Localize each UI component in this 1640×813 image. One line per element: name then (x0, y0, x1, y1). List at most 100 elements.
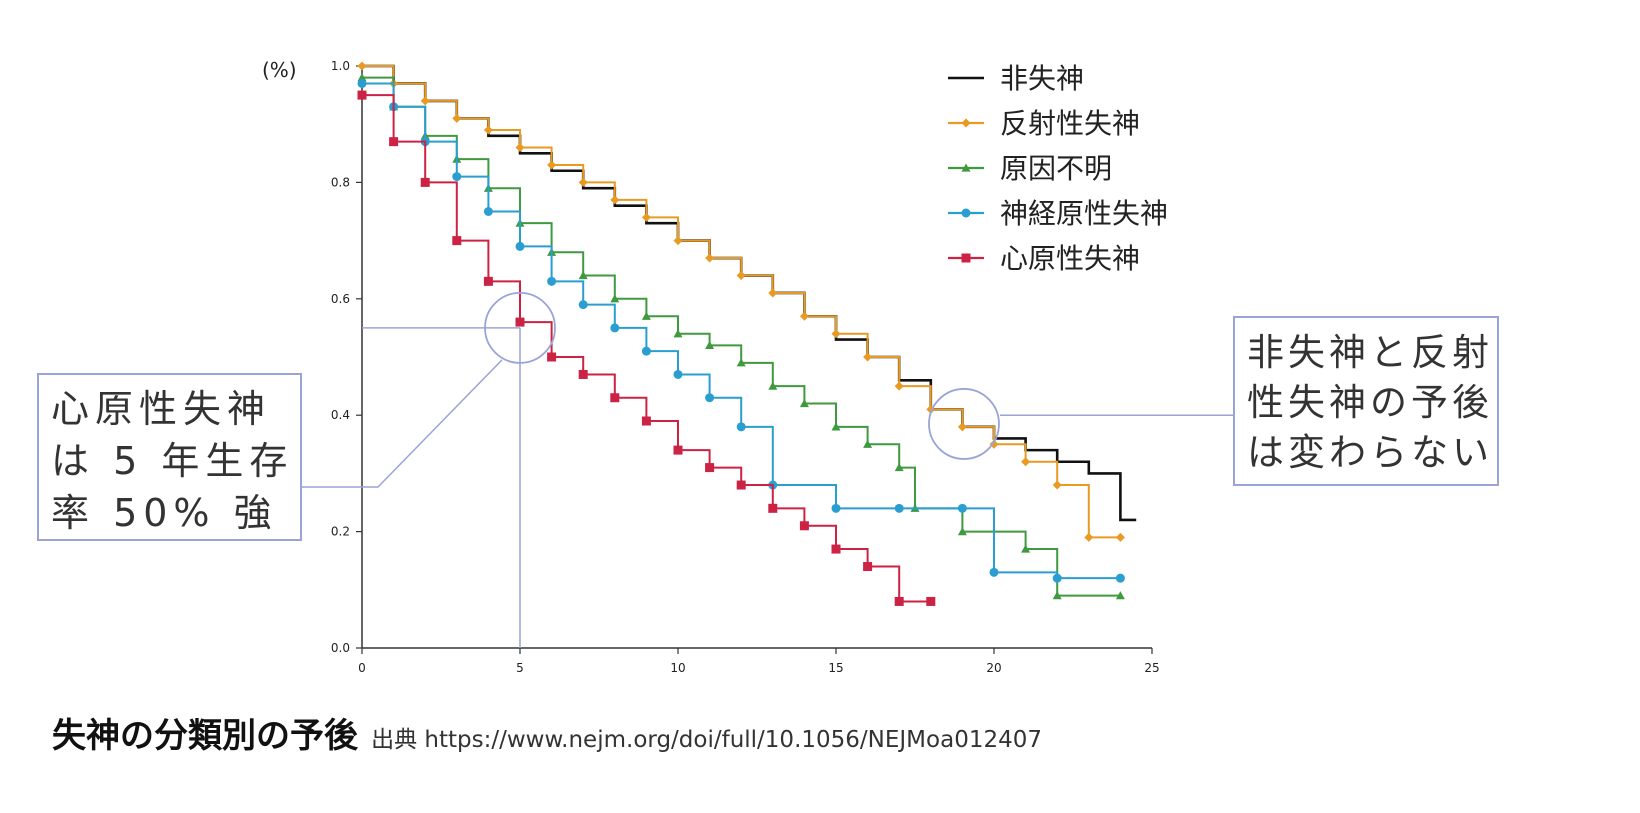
x-tick-label: 5 (516, 661, 524, 675)
y-axis-unit-label: (%) (262, 58, 297, 82)
data-point (641, 212, 651, 222)
data-point (578, 271, 588, 280)
legend-label: 神経原性失神 (1000, 197, 1168, 230)
data-point (768, 381, 778, 390)
x-tick-label: 15 (828, 661, 843, 675)
y-tick-label: 0.2 (331, 525, 350, 539)
data-point (578, 177, 588, 187)
data-point (831, 329, 841, 339)
source-label: 出典 (371, 727, 418, 753)
data-point (515, 317, 525, 327)
data-point (831, 544, 841, 554)
data-point (452, 236, 462, 246)
x-tick-label: 10 (670, 661, 685, 675)
data-point (863, 352, 873, 362)
chart-axes: 0.0 0.2 0.4 0.6 0.8 1.0 0 5 10 15 20 25 (331, 59, 1160, 675)
callout-left-leader (302, 359, 503, 488)
data-point (705, 463, 715, 473)
chart-source: 出典 https://www.nejm.org/doi/full/10.1056… (371, 727, 1042, 753)
legend-label: 原因不明 (1000, 152, 1112, 185)
data-point (768, 503, 778, 513)
callout-right-line-2: 性失神の予後 (1247, 381, 1493, 424)
legend-swatch-marker (961, 253, 971, 263)
legend-label: 反射性失神 (1000, 107, 1140, 140)
data-point (1021, 457, 1031, 467)
data-point (673, 329, 683, 338)
legend-label: 非失神 (1000, 62, 1084, 95)
y-tick-label: 0.4 (331, 408, 350, 422)
callout-prognosis-same: 非失神と反射 性失神の予後 は変わらない (1233, 316, 1499, 486)
data-point (957, 503, 967, 513)
data-point (357, 90, 367, 100)
data-point (610, 393, 620, 403)
callout-right-line-3: は変わらない (1247, 431, 1493, 474)
data-point (705, 340, 715, 349)
data-point (610, 195, 620, 205)
callout-left-line-2: は 5 年生存 (51, 439, 294, 483)
data-point (578, 369, 588, 379)
x-tick-label: 20 (986, 661, 1001, 675)
data-point (863, 439, 873, 448)
series-line (362, 94, 931, 603)
data-point (831, 422, 841, 431)
data-point (894, 463, 904, 472)
x-tick-label: 0 (358, 661, 366, 675)
series-line (362, 76, 1121, 597)
data-point (768, 288, 778, 298)
data-point (1115, 591, 1125, 600)
data-point (641, 346, 651, 356)
data-point (483, 207, 493, 216)
data-point (799, 399, 809, 408)
callout-left-line-1: 心原性失神 (51, 387, 272, 431)
highlight-circle-nonsyncope (928, 388, 1000, 460)
source-url[interactable]: https://www.nejm.org/doi/full/10.1056/NE… (424, 727, 1042, 753)
data-point (1052, 591, 1062, 600)
series-4 (357, 90, 936, 606)
data-point (1115, 532, 1125, 542)
y-tick-label: 0.6 (331, 292, 350, 306)
data-point (799, 311, 809, 321)
data-point (673, 236, 683, 246)
data-point (547, 276, 557, 286)
data-point (705, 393, 715, 403)
data-point (831, 503, 841, 513)
data-point (641, 416, 651, 426)
data-point (452, 172, 462, 182)
series-line (362, 82, 1121, 580)
data-point (863, 562, 873, 572)
data-point (483, 276, 493, 286)
callout-left-line-3: 率 50% 強 (51, 491, 278, 535)
legend-swatch-marker (961, 163, 971, 172)
data-point (705, 253, 715, 263)
data-point (420, 177, 430, 187)
legend-swatch-marker (961, 118, 971, 128)
y-tick-label: 0.0 (331, 641, 350, 655)
x-tick-label: 25 (1144, 661, 1159, 675)
data-point (357, 78, 367, 88)
data-point (799, 521, 809, 531)
data-point (610, 294, 620, 303)
callout-right-line-1: 非失神と反射 (1247, 331, 1493, 374)
data-point (1052, 480, 1062, 490)
highlight-circle-cardiac (484, 291, 556, 364)
data-point (673, 369, 683, 379)
data-point (926, 596, 936, 606)
data-point (578, 300, 588, 310)
data-point (673, 445, 683, 455)
y-tick-label: 0.8 (331, 175, 350, 189)
data-point (1052, 573, 1062, 583)
data-point (894, 381, 904, 391)
data-point (957, 422, 967, 432)
data-point (1021, 544, 1031, 553)
data-point (1115, 573, 1125, 583)
data-point (989, 567, 999, 577)
series-3 (357, 78, 1125, 583)
chart-title: 失神の分類別の予後 (52, 716, 358, 756)
annotation-layer (302, 291, 1233, 648)
data-point (736, 480, 746, 490)
data-point (452, 113, 462, 123)
y-tick-label: 1.0 (331, 59, 350, 73)
data-point (357, 61, 367, 71)
